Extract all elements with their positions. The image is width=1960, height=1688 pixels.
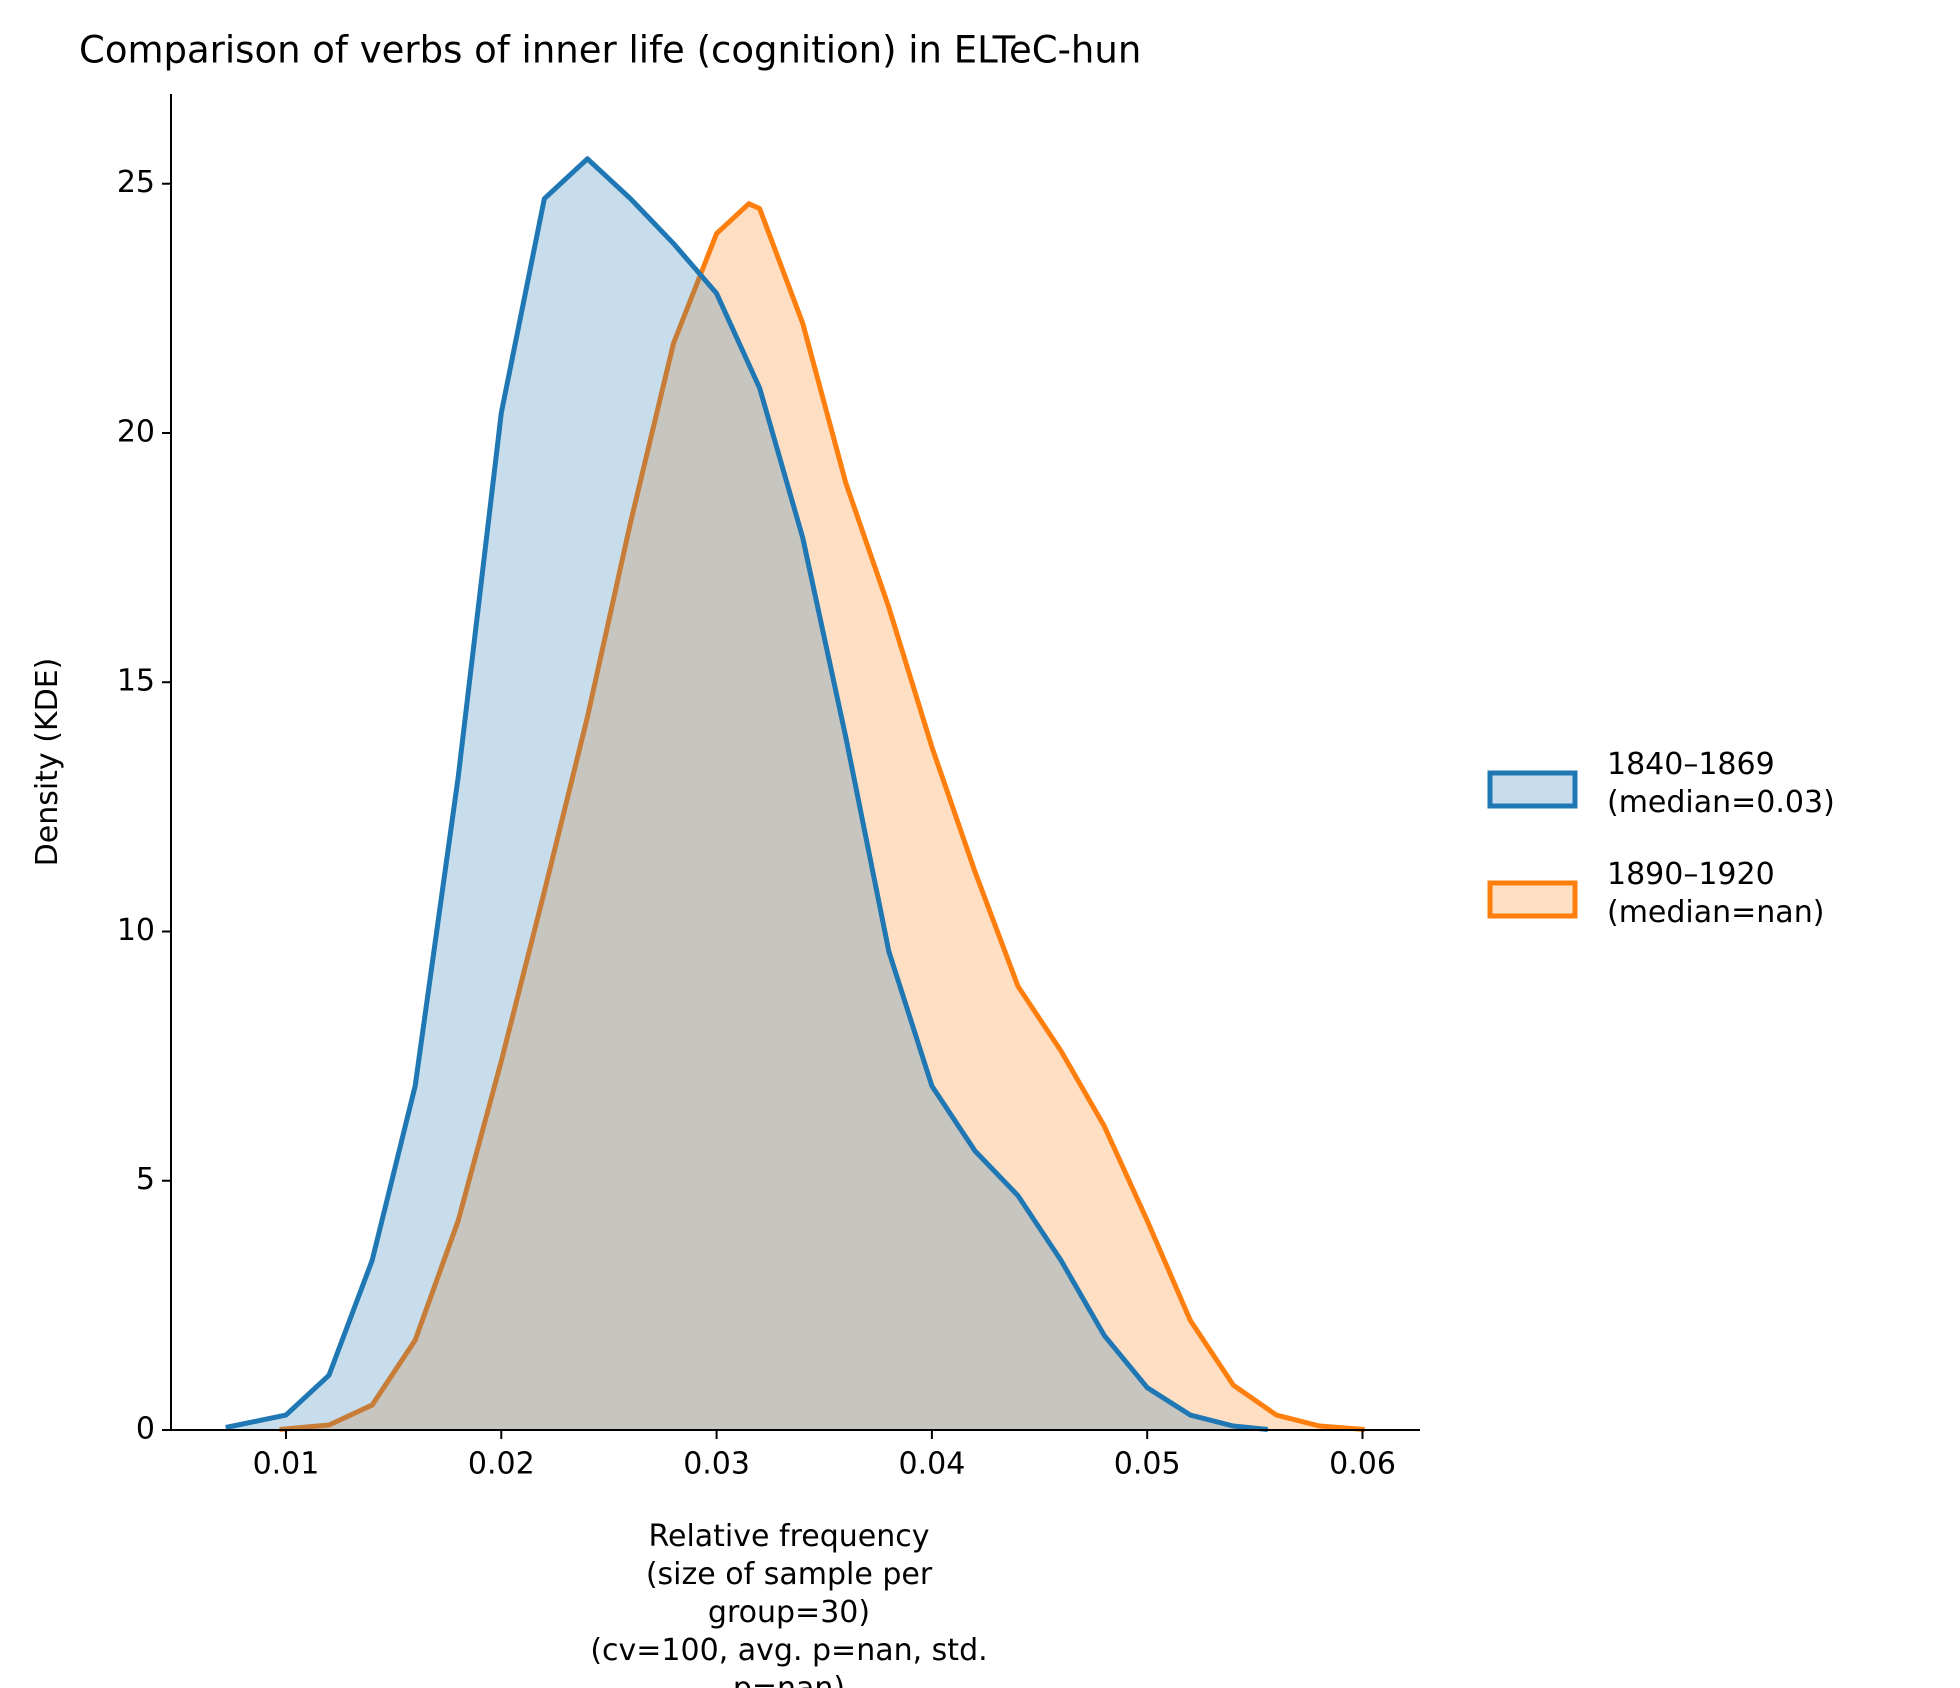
density-area	[279, 203, 1365, 1431]
density-line	[225, 156, 1269, 1432]
y-tick-label: 5	[136, 1162, 155, 1197]
x-tick-label: 0.04	[898, 1447, 965, 1482]
density-line	[279, 201, 1365, 1432]
density-area	[225, 158, 1268, 1431]
x-tick-label: 0.06	[1329, 1447, 1396, 1482]
legend-swatch	[1487, 880, 1578, 919]
y-tick-label: 20	[117, 414, 155, 449]
chart-title: Comparison of verbs of inner life (cogni…	[79, 29, 1141, 72]
x-tick-label: 0.02	[468, 1447, 535, 1482]
x-tick-label: 0.01	[253, 1447, 320, 1482]
legend-label: 1840–1869 (median=0.03)	[1607, 747, 1835, 820]
x-axis-label: Relative frequency (size of sample per g…	[590, 1519, 988, 1688]
y-tick-label: 15	[117, 664, 155, 699]
y-tick-label: 25	[117, 165, 155, 200]
legend-label: 1890–1920 (median=nan)	[1607, 857, 1825, 930]
y-axis-label: Density (KDE)	[30, 657, 65, 867]
x-tick-label: 0.03	[683, 1447, 750, 1482]
y-tick-label: 10	[117, 913, 155, 948]
x-tick-label: 0.05	[1114, 1447, 1181, 1482]
legend-swatch	[1487, 770, 1578, 809]
y-tick-label: 0	[136, 1412, 155, 1447]
